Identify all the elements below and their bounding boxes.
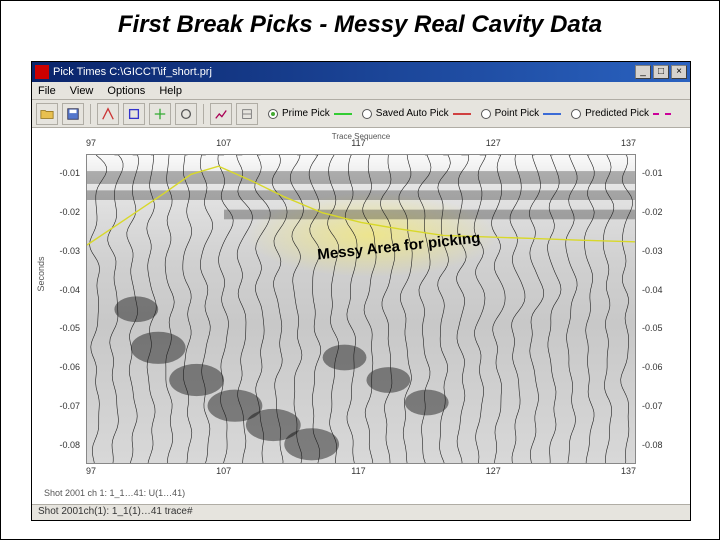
plot-footer-text: Shot 2001 ch 1: 1_1…41: U(1…41) [44,488,185,498]
tool-btn-5[interactable] [210,103,232,125]
radio-point[interactable] [481,109,491,119]
menubar: File View Options Help [32,82,690,100]
toolbar-sep-2 [203,104,204,124]
radio-saved[interactable] [362,109,372,119]
legend-label-prime: Prime Pick [282,108,330,119]
tool-btn-6[interactable] [236,103,258,125]
swatch-saved [453,113,471,115]
legend-label-predicted: Predicted Pick [585,108,649,119]
app-icon [35,65,49,79]
toolbar: Prime Pick Saved Auto Pick Point Pick Pr… [32,100,690,128]
statusbar-text: Shot 2001ch(1): 1_1(1)…41 trace# [38,506,193,517]
legend-point[interactable]: Point Pick [481,108,561,119]
slide-container: First Break Picks - Messy Real Cavity Da… [0,0,720,540]
legend-predicted[interactable]: Predicted Pick [571,108,671,119]
tool-btn-1[interactable] [97,103,119,125]
swatch-predicted [653,113,671,115]
legend-label-point: Point Pick [495,108,539,119]
minimize-button[interactable]: _ [635,65,651,79]
y-axis-left: Seconds -0.01-0.02-0.03-0.04-0.05-0.06-0… [40,154,84,464]
x-ticks-top: 97107117127137 [86,138,636,152]
plot-frame: Trace Sequence 97107117127137 9710711712… [38,132,684,500]
tool-btn-4[interactable] [175,103,197,125]
tool-btn-2[interactable] [123,103,145,125]
legend-label-saved: Saved Auto Pick [376,108,449,119]
legend-saved-auto[interactable]: Saved Auto Pick [362,108,471,119]
seismic-panel[interactable]: Messy Area for picking [86,154,636,464]
toolbar-sep-1 [90,104,91,124]
y-axis-right: -0.01-0.02-0.03-0.04-0.05-0.06-0.07-0.08 [638,154,682,464]
save-button[interactable] [62,103,84,125]
menu-view[interactable]: View [70,85,94,97]
window-controls: _ □ × [635,65,687,79]
radio-predicted[interactable] [571,109,581,119]
statusbar: Shot 2001ch(1): 1_1(1)…41 trace# [32,504,690,520]
radio-prime[interactable] [268,109,278,119]
legend-prime-pick[interactable]: Prime Pick [268,108,352,119]
menu-options[interactable]: Options [107,85,145,97]
close-button[interactable]: × [671,65,687,79]
open-button[interactable] [36,103,58,125]
swatch-point [543,113,561,115]
swatch-prime [334,113,352,115]
tool-btn-3[interactable] [149,103,171,125]
x-ticks-bottom: 97107117127137 [86,466,636,480]
window-title: Pick Times C:\GICCT\if_short.prj [53,66,212,78]
menu-help[interactable]: Help [159,85,182,97]
seismic-svg [87,155,635,464]
maximize-button[interactable]: □ [653,65,669,79]
app-window: Pick Times C:\GICCT\if_short.prj _ □ × F… [31,61,691,521]
menu-file[interactable]: File [38,85,56,97]
titlebar: Pick Times C:\GICCT\if_short.prj _ □ × [32,62,690,82]
plot-content: Trace Sequence 97107117127137 9710711712… [32,128,690,504]
slide-title: First Break Picks - Messy Real Cavity Da… [1,11,719,39]
